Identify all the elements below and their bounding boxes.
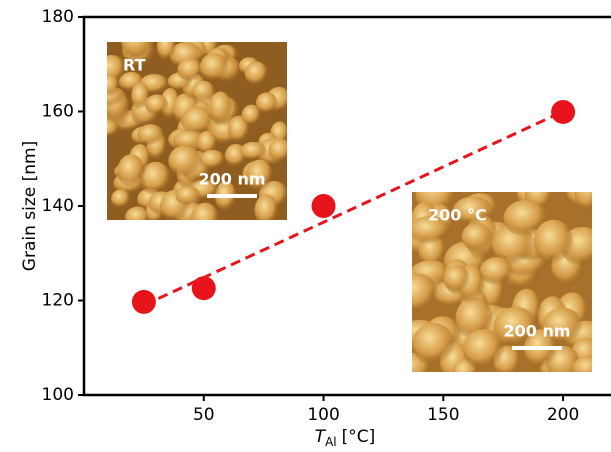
grain bbox=[209, 91, 232, 124]
grain bbox=[268, 139, 291, 162]
x-label-subscript: Al bbox=[325, 435, 337, 449]
x-tick-label: 100 bbox=[307, 405, 339, 425]
grain bbox=[397, 273, 437, 313]
grain bbox=[157, 32, 176, 62]
grain bbox=[245, 61, 269, 86]
grain bbox=[137, 124, 164, 146]
grain bbox=[200, 53, 229, 82]
grain bbox=[117, 154, 144, 187]
grain bbox=[94, 120, 119, 138]
grain bbox=[240, 142, 267, 161]
grain bbox=[255, 194, 279, 227]
grain bbox=[480, 257, 513, 285]
y-tick-label: 100 bbox=[42, 385, 74, 405]
scale-bar-label: 200 nm bbox=[198, 170, 265, 189]
x-tick-label: 150 bbox=[427, 405, 459, 425]
grain bbox=[412, 323, 455, 366]
grain bbox=[175, 186, 200, 206]
y-axis-label: Grain size [nm] bbox=[20, 141, 40, 271]
grain bbox=[256, 92, 278, 114]
grain bbox=[534, 220, 574, 265]
grain bbox=[99, 74, 119, 97]
grain bbox=[145, 94, 168, 115]
grain bbox=[463, 329, 504, 369]
grain bbox=[111, 189, 130, 208]
data-point bbox=[312, 194, 336, 218]
y-tick-label: 180 bbox=[42, 7, 74, 27]
scale-bar-label: 200 nm bbox=[503, 322, 570, 341]
chart: Grain size [nm] TAl[°C] 1001201401601805… bbox=[0, 0, 611, 452]
grain bbox=[177, 58, 203, 81]
data-point bbox=[551, 100, 575, 124]
inset-label: RT bbox=[123, 56, 146, 75]
grain bbox=[443, 265, 470, 293]
grain bbox=[168, 145, 201, 177]
data-point bbox=[192, 276, 216, 300]
y-tick-label: 120 bbox=[42, 291, 74, 311]
grain bbox=[462, 223, 492, 252]
y-tick-label: 160 bbox=[42, 102, 74, 122]
grain bbox=[572, 356, 603, 382]
grain bbox=[191, 203, 219, 234]
afm-inset bbox=[393, 172, 608, 384]
y-tick-label: 140 bbox=[42, 196, 74, 216]
grain bbox=[200, 150, 226, 170]
x-tick-label: 200 bbox=[547, 405, 579, 425]
x-axis-label: TAl[°C] bbox=[315, 427, 376, 449]
x-tick-label: 50 bbox=[193, 405, 215, 425]
grain bbox=[575, 173, 602, 212]
x-label-unit: [°C] bbox=[342, 427, 376, 447]
data-point bbox=[132, 290, 156, 314]
grain bbox=[121, 26, 152, 60]
inset-label: 200 °C bbox=[428, 206, 487, 225]
